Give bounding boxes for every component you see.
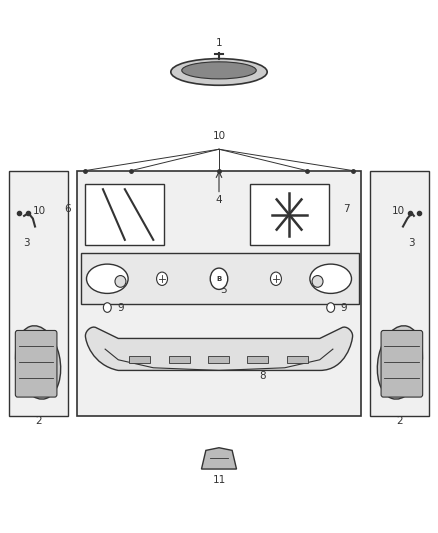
Ellipse shape <box>377 326 423 399</box>
Ellipse shape <box>270 272 281 286</box>
Text: 10: 10 <box>212 131 226 141</box>
Text: 11: 11 <box>212 475 226 484</box>
Ellipse shape <box>182 62 256 79</box>
Ellipse shape <box>171 59 267 85</box>
Bar <box>129 356 150 363</box>
Bar <box>247 356 268 363</box>
Ellipse shape <box>86 264 128 294</box>
Text: 2: 2 <box>396 416 403 426</box>
Bar <box>208 356 229 363</box>
Bar <box>77 171 361 416</box>
Ellipse shape <box>15 326 61 399</box>
Ellipse shape <box>327 303 335 312</box>
Text: B: B <box>216 276 222 282</box>
Text: 3: 3 <box>408 238 415 247</box>
Text: 7: 7 <box>343 204 350 214</box>
Text: 5: 5 <box>220 286 227 295</box>
Ellipse shape <box>210 268 228 289</box>
Text: 9: 9 <box>117 303 124 312</box>
FancyBboxPatch shape <box>381 330 423 397</box>
Bar <box>169 356 190 363</box>
Text: 10: 10 <box>33 206 46 215</box>
Text: 4: 4 <box>215 195 223 205</box>
Ellipse shape <box>115 276 126 287</box>
Bar <box>370 171 429 416</box>
Text: 8: 8 <box>259 371 266 381</box>
PathPatch shape <box>85 327 353 370</box>
Text: 9: 9 <box>340 303 347 312</box>
Bar <box>81 253 359 304</box>
Ellipse shape <box>310 264 351 294</box>
Ellipse shape <box>157 272 167 286</box>
Ellipse shape <box>103 303 111 312</box>
Bar <box>9 171 68 416</box>
Text: 10: 10 <box>392 206 405 215</box>
Polygon shape <box>201 448 237 469</box>
Text: 1: 1 <box>215 38 223 47</box>
FancyBboxPatch shape <box>15 330 57 397</box>
Text: 2: 2 <box>35 416 42 426</box>
Bar <box>287 356 308 363</box>
Bar <box>250 184 328 245</box>
Text: 6: 6 <box>64 204 71 214</box>
Text: 3: 3 <box>23 238 30 247</box>
Bar <box>85 184 164 245</box>
Ellipse shape <box>312 276 323 287</box>
